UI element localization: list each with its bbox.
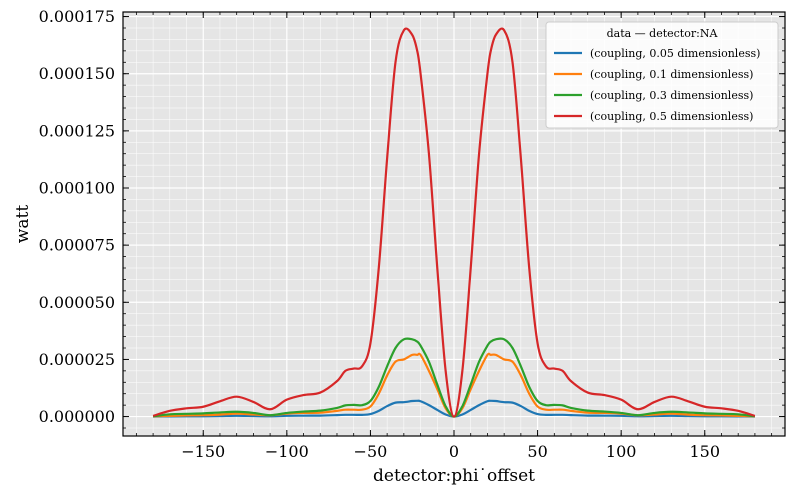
x-tick-label: 50 bbox=[527, 442, 547, 461]
x-axis-label: detector:phi˙offset bbox=[373, 466, 535, 486]
y-axis-label: watt bbox=[13, 205, 33, 244]
legend-label: (coupling, 0.5 dimensionless) bbox=[590, 110, 753, 123]
legend-label: (coupling, 0.05 dimensionless) bbox=[590, 47, 760, 60]
y-tick-label: 0.000050 bbox=[39, 293, 115, 312]
x-tick-label: 0 bbox=[449, 442, 459, 461]
y-tick-label: 0.000150 bbox=[39, 64, 115, 83]
legend: data — detector:NA (coupling, 0.05 dimen… bbox=[545, 21, 779, 129]
y-tick-label: 0.000125 bbox=[39, 121, 115, 140]
series-line-4 bbox=[152, 27, 756, 418]
y-tick-label: 0.000175 bbox=[39, 7, 115, 26]
x-tick-label: 100 bbox=[606, 442, 637, 461]
legend-label: (coupling, 0.1 dimensionless) bbox=[590, 68, 753, 81]
grid bbox=[123, 12, 785, 436]
ticks: −150 −100 −50 0 50 100 150 0.000000 0.000025 0.00… bbox=[39, 7, 785, 461]
series-layer bbox=[152, 27, 756, 418]
x-tick-label: −50 bbox=[354, 442, 388, 461]
y-tick-label: 0.000000 bbox=[39, 407, 115, 426]
x-tick-label: −150 bbox=[181, 442, 225, 461]
y-tick-label: 0.000025 bbox=[39, 350, 115, 369]
y-tick-label: 0.000075 bbox=[39, 236, 115, 255]
x-tick-label: 150 bbox=[689, 442, 720, 461]
y-tick-label: 0.000100 bbox=[39, 179, 115, 198]
legend-label: (coupling, 0.3 dimensionless) bbox=[590, 89, 753, 102]
legend-title: data — detector:NA bbox=[607, 27, 719, 40]
legend-box bbox=[545, 21, 779, 129]
x-tick-label: −100 bbox=[265, 442, 309, 461]
legend-items: (coupling, 0.05 dimensionless) (coupling,… bbox=[554, 47, 760, 123]
